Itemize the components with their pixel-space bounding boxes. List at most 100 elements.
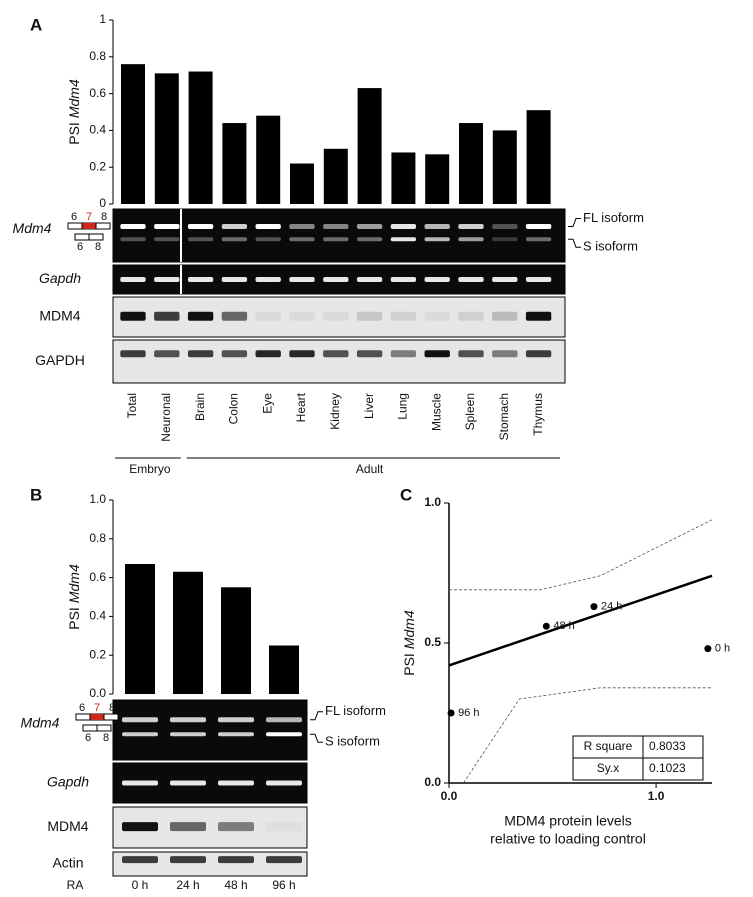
confidence-band <box>449 519 713 591</box>
gel-label: MDM4 <box>39 308 80 324</box>
y-tick-label: 0.2 <box>89 647 106 661</box>
bar <box>526 110 551 204</box>
gel-band <box>122 780 158 786</box>
gel-band <box>323 311 349 321</box>
gel-band <box>492 350 518 358</box>
gel-band <box>266 780 302 786</box>
gel-label: Gapdh <box>47 774 89 790</box>
x-tick-label: 48 h <box>224 878 247 892</box>
gel-band <box>170 732 206 737</box>
gel-band <box>289 277 315 282</box>
gel-band <box>458 311 484 321</box>
gel-band <box>266 856 302 864</box>
gel-band <box>266 822 302 831</box>
x-axis-label: RA <box>67 878 84 892</box>
x-tick-label: 0 h <box>132 878 149 892</box>
y-axis-label: PSI Mdm4 <box>401 610 417 676</box>
gel-band <box>356 277 383 282</box>
exon-label: 8 <box>101 211 107 223</box>
point <box>542 622 550 630</box>
gel <box>112 851 308 877</box>
x-tick-label: 0.0 <box>441 789 458 803</box>
gel-band <box>221 350 248 358</box>
x-tick-label: Thymus <box>531 393 545 436</box>
gel-band <box>424 311 450 321</box>
exon-7 <box>90 714 104 720</box>
bar <box>125 564 155 694</box>
y-axis-label-gene: Mdm4 <box>66 79 82 118</box>
gel-band <box>255 277 281 282</box>
x-tick-label: Lung <box>396 393 410 420</box>
bar <box>188 71 213 205</box>
bar <box>323 148 348 204</box>
gel-band <box>289 350 315 358</box>
stats-value: 0.1023 <box>649 761 686 775</box>
point <box>447 709 455 717</box>
gel-band <box>356 237 383 242</box>
point <box>704 645 712 653</box>
regression-line <box>448 574 713 667</box>
bar <box>391 152 416 204</box>
x-tick-label: Total <box>125 393 139 418</box>
gel-band <box>255 223 281 229</box>
x-axis-label: relative to loading control <box>490 831 646 847</box>
exon-label: 6 <box>71 211 77 223</box>
gel-band <box>525 350 552 358</box>
gel-band <box>323 237 349 242</box>
isoform-bracket <box>568 238 581 248</box>
gel-band <box>289 237 315 242</box>
y-tick-label: 1 <box>99 12 106 26</box>
gel-band <box>154 350 180 358</box>
y-tick-label: 0.6 <box>89 86 106 100</box>
x-tick-label: 1.0 <box>648 789 665 803</box>
y-axis-label-text: PSI <box>401 653 417 676</box>
y-axis-label: PSI Mdm4 <box>66 564 82 630</box>
x-tick-label: Heart <box>294 392 308 422</box>
gel-label: Gapdh <box>39 270 81 286</box>
x-tick-label: 96 h <box>272 878 295 892</box>
gel-band <box>492 223 518 229</box>
gel-band <box>323 277 349 282</box>
y-axis-label: PSI Mdm4 <box>66 79 82 145</box>
gel-label: Mdm4 <box>21 715 60 731</box>
bar <box>173 571 203 694</box>
gel-band <box>170 780 206 786</box>
gel-label: MDM4 <box>47 818 88 834</box>
y-tick-label: 0.4 <box>89 609 106 623</box>
gel-band <box>154 237 180 242</box>
y-tick-label: 0.8 <box>89 49 106 63</box>
gel-band <box>221 311 248 321</box>
gel-label: Actin <box>52 855 83 871</box>
y-axis-label-gene: Mdm4 <box>66 564 82 603</box>
gel-band <box>289 311 315 321</box>
isoform-label: FL isoform <box>583 210 644 225</box>
gel-band <box>221 277 248 282</box>
gel-band <box>525 311 552 321</box>
stats-value: 0.8033 <box>649 739 686 753</box>
y-tick-label: 0.0 <box>89 686 106 700</box>
gel-band <box>458 223 484 229</box>
exon-label: 7 <box>94 702 100 714</box>
point-label: 24 h <box>601 601 622 613</box>
x-tick-label: Eye <box>260 393 274 414</box>
gel-band <box>266 717 302 723</box>
gel-band <box>122 822 158 832</box>
bar <box>357 88 382 204</box>
exon-label: 8 <box>109 702 115 714</box>
point-label: 48 h <box>553 620 574 632</box>
y-axis-label-gene: Mdm4 <box>401 610 417 649</box>
gel-band <box>120 311 146 321</box>
gel-band <box>525 223 552 229</box>
x-axis-label: MDM4 protein levels <box>504 813 632 829</box>
gel-band <box>424 237 450 242</box>
gel-band <box>170 717 206 723</box>
x-tick-label: Brain <box>193 393 207 421</box>
gel <box>112 339 566 384</box>
panel-label: C <box>400 485 412 504</box>
gel-band <box>492 237 518 242</box>
confidence-band <box>463 687 712 784</box>
gel-label: Mdm4 <box>13 220 52 236</box>
exon-label: 6 <box>77 241 83 253</box>
y-axis-label-text: PSI <box>66 607 82 630</box>
